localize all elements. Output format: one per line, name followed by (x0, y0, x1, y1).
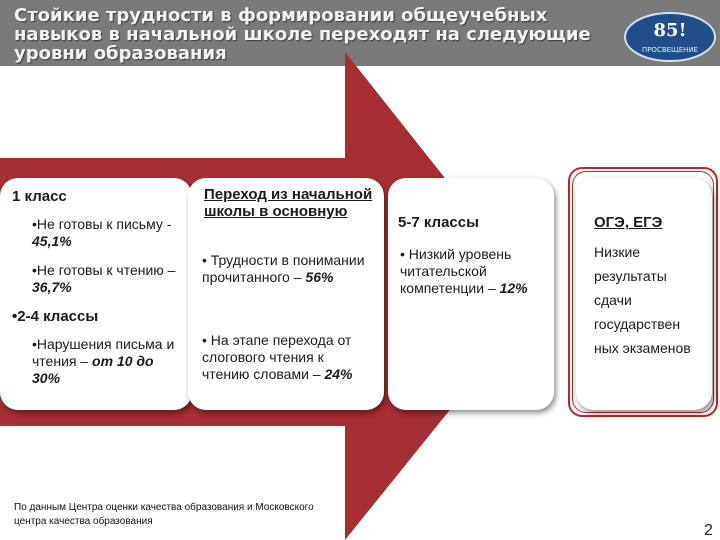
card-4-heading: ОГЭ, ЕГЭ (594, 214, 663, 231)
source-note: По данным Центра оценки качества образов… (14, 502, 314, 527)
card-5-7-classes: 5-7 классы • Низкий уровень читательской… (388, 178, 554, 410)
card-3-heading: 5-7 классы (398, 214, 479, 231)
card-exams: ОГЭ, ЕГЭ Низкие результаты сдачи государ… (576, 178, 712, 410)
page-number: 2 (704, 522, 713, 539)
card-1-heading: 1 класс (12, 188, 67, 205)
highlight-frame-inner (572, 171, 714, 413)
logo-caption: ПРОСВЕЩЕНИЕ (642, 46, 698, 54)
card-2-item-reading-stage: • На этапе перехода от слогового чтения … (202, 332, 353, 382)
logo-badge: 85! ПРОСВЕЩЕНИЕ (624, 12, 716, 62)
card-1-item-writing: •Не готовы к письму - 45,1% (32, 216, 172, 249)
card-1-class: 1 класс •Не готовы к письму - 45,1% •Не … (0, 178, 192, 410)
logo-number: 85! (654, 20, 687, 41)
header-band: Стойкие трудности в формировании общеуче… (0, 0, 720, 66)
card-4-text: Низкие результаты сдачи государствен ных… (594, 244, 691, 356)
card-3-item-literacy: • Низкий уровень читательской компетенци… (400, 246, 528, 296)
card-1-subheading: •2-4 классы (12, 308, 99, 325)
card-transition: Переход из начальной школы в основную • … (188, 178, 384, 410)
card-1-item-reading: •Не готовы к чтению – 36,7% (32, 262, 176, 295)
highlight-frame-outer (568, 167, 718, 417)
card-2-item-comprehension: • Трудности в понимании прочитанного – 5… (202, 252, 365, 285)
card-2-heading: Переход из начальной школы в основную (204, 186, 373, 220)
card-1-item-disorders: •Нарушения письма и чтения – от 10 до 30… (32, 336, 175, 386)
slide-title: Стойкие трудности в формировании общеуче… (14, 5, 591, 64)
